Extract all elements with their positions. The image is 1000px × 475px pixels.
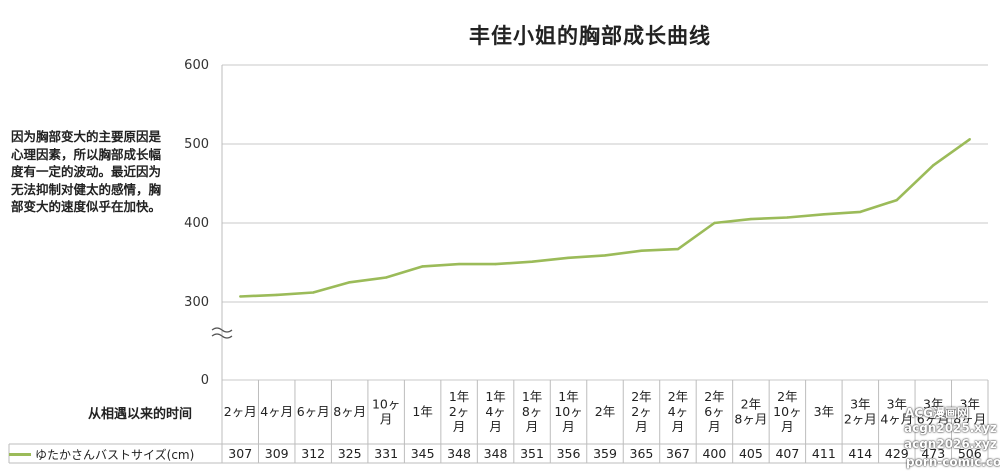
data-value-label: 405 bbox=[739, 446, 763, 461]
data-value-label: 365 bbox=[630, 446, 654, 461]
data-value-label: 348 bbox=[484, 446, 508, 461]
watermark-2: acgn2025.xyz bbox=[904, 421, 997, 435]
category-label: 2年 8ヶ月 bbox=[734, 397, 767, 427]
y-tick-label: 0 bbox=[201, 373, 209, 388]
data-point bbox=[713, 221, 716, 225]
data-point bbox=[311, 291, 315, 294]
category-label: 3年 4ヶ月 bbox=[880, 397, 913, 427]
data-value-label: 367 bbox=[666, 446, 690, 461]
category-label: 3年 6ヶ月 bbox=[917, 397, 950, 427]
data-point bbox=[968, 138, 971, 141]
data-value-label: 348 bbox=[447, 446, 471, 461]
data-value-label: 356 bbox=[557, 446, 581, 461]
data-point bbox=[932, 164, 935, 167]
series-legend-cell: ゆたかさんバストサイズ(cm) bbox=[9, 444, 221, 464]
data-point bbox=[421, 265, 424, 268]
category-label: 2年 4ヶ月 bbox=[668, 389, 688, 434]
data-value-label: 351 bbox=[520, 446, 544, 461]
x-axis-label: 从相遇以来的时间 bbox=[88, 407, 193, 422]
data-value-label: 325 bbox=[338, 446, 362, 461]
data-point bbox=[457, 262, 461, 266]
data-value-label: 312 bbox=[301, 446, 325, 461]
data-point bbox=[239, 295, 242, 298]
category-label: 2年 10ヶ月 bbox=[773, 389, 801, 434]
y-tick-label: 600 bbox=[184, 58, 209, 73]
data-value-label: 309 bbox=[265, 446, 289, 461]
side-note: 因为胸部变大的主要原因是心理因素，所以胸部成长幅度有一定的波动。最近因为无法抑制… bbox=[10, 129, 161, 214]
y-tick-label: 400 bbox=[184, 216, 209, 231]
series-swatch bbox=[9, 452, 31, 456]
category-label: 1年 2ヶ月 bbox=[449, 389, 469, 434]
data-value-label: 407 bbox=[775, 446, 799, 461]
category-label: 10ヶ月 bbox=[372, 397, 400, 427]
data-point bbox=[895, 198, 899, 202]
data-point bbox=[494, 262, 497, 266]
series-name: ゆたかさんバストサイズ(cm) bbox=[35, 447, 195, 462]
y-tick-label: 500 bbox=[184, 137, 209, 152]
grid-layer bbox=[211, 64, 988, 463]
data-value-label: 345 bbox=[411, 446, 435, 461]
data-value-label: 359 bbox=[593, 446, 617, 461]
category-label: 8ヶ月 bbox=[333, 404, 366, 419]
data-value-label: 307 bbox=[228, 446, 252, 461]
category-label: 3年 bbox=[814, 404, 834, 419]
category-label: 2年 6ヶ月 bbox=[704, 389, 724, 434]
watermark-3: acgn2026.xyz bbox=[904, 437, 997, 451]
data-value-label: 331 bbox=[374, 446, 398, 461]
data-point bbox=[275, 293, 278, 297]
y-tick-label: 300 bbox=[184, 295, 209, 310]
data-point bbox=[749, 217, 753, 221]
data-point bbox=[822, 213, 826, 216]
watermark-1: ACG漫画网 bbox=[905, 406, 969, 420]
data-point bbox=[567, 256, 570, 259]
category-label: 3年 8ヶ月 bbox=[953, 397, 986, 427]
category-label: 6ヶ月 bbox=[297, 404, 330, 419]
axis-break-mark bbox=[211, 333, 233, 339]
category-label: 1年 4ヶ月 bbox=[485, 389, 505, 434]
category-label: 2年 bbox=[595, 404, 615, 419]
category-label: 1年 10ヶ月 bbox=[554, 389, 582, 434]
data-point bbox=[384, 276, 388, 279]
category-label: 2ヶ月 bbox=[224, 404, 257, 419]
category-label: 2年 2ヶ月 bbox=[631, 389, 651, 434]
data-value-label: 506 bbox=[958, 446, 982, 461]
axis-break-mark bbox=[211, 327, 233, 333]
data-value-label: 414 bbox=[848, 446, 872, 461]
chart-title: 丰佳小姐的胸部成长曲线 bbox=[469, 24, 711, 48]
data-point bbox=[603, 254, 607, 257]
data-point bbox=[640, 249, 643, 252]
y-tick-labels: 0 300 400 500 600 bbox=[184, 58, 209, 388]
data-point bbox=[530, 260, 534, 263]
data-point bbox=[348, 281, 351, 284]
data-value-label: 429 bbox=[885, 446, 909, 461]
watermark-4: porn-comic.com bbox=[906, 455, 1000, 469]
category-label: 3年 2ヶ月 bbox=[844, 397, 877, 427]
data-value-label: 400 bbox=[702, 446, 726, 461]
category-label: 1年 bbox=[412, 404, 432, 419]
series-line-layer bbox=[239, 138, 971, 298]
category-label: 4ヶ月 bbox=[260, 404, 293, 419]
category-label: 1年 8ヶ月 bbox=[522, 389, 542, 434]
data-point bbox=[859, 210, 862, 214]
data-point bbox=[786, 216, 789, 219]
series-line bbox=[240, 138, 971, 298]
data-value-label: 411 bbox=[812, 446, 836, 461]
data-value-label: 473 bbox=[921, 446, 945, 461]
data-point bbox=[676, 247, 680, 251]
data-table: 2ヶ月 4ヶ月 6ヶ月 8ヶ月 10ヶ月 1年 1年 2ヶ月 1年 4ヶ月 1年 8ヶ月 1年 10ヶ月 2… bbox=[8, 380, 989, 464]
